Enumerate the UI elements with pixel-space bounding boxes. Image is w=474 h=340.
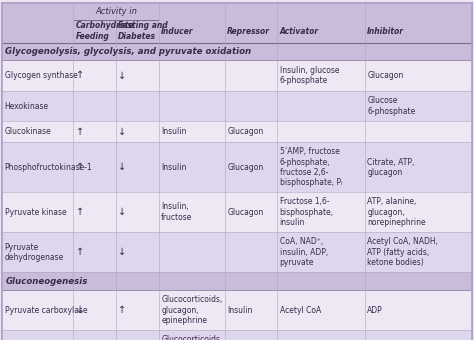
- Bar: [2, 142, 472, 192]
- Text: Glucokinase: Glucokinase: [5, 128, 52, 136]
- Text: Glucagon: Glucagon: [367, 71, 403, 80]
- Text: ↓: ↓: [118, 247, 127, 257]
- Text: ↑: ↑: [76, 127, 84, 137]
- Text: ADP: ADP: [367, 306, 383, 315]
- Text: ↓: ↓: [118, 207, 127, 217]
- Text: Acetyl CoA, NADH,
ATP (fatty acids,
ketone bodies): Acetyl CoA, NADH, ATP (fatty acids, keto…: [367, 237, 438, 267]
- Text: ↓: ↓: [118, 162, 127, 172]
- Text: Hexokinase: Hexokinase: [5, 102, 49, 110]
- Text: Inhibitor: Inhibitor: [367, 27, 404, 36]
- Text: Acetyl CoA: Acetyl CoA: [280, 306, 321, 315]
- Text: Pyruvate
dehydrogenase: Pyruvate dehydrogenase: [5, 242, 64, 262]
- Text: Activity in: Activity in: [95, 7, 137, 16]
- Text: Glycogenolysis, glycolysis, and pyruvate oxidation: Glycogenolysis, glycolysis, and pyruvate…: [5, 47, 251, 56]
- Bar: [2, 60, 472, 91]
- Text: ↑: ↑: [76, 207, 84, 217]
- Bar: [2, 290, 472, 330]
- Text: ATP, alanine,
glucagon,
norepinephrine: ATP, alanine, glucagon, norepinephrine: [367, 197, 426, 227]
- Text: Repressor: Repressor: [227, 27, 270, 36]
- Text: Phosphofructokinase-1: Phosphofructokinase-1: [5, 163, 92, 172]
- Bar: [2, 232, 472, 272]
- Text: ↓: ↓: [118, 70, 127, 81]
- Text: Glucagon: Glucagon: [228, 208, 264, 217]
- Text: Glucocorticoids,
glucagon,
epinephrine: Glucocorticoids, glucagon, epinephrine: [161, 335, 222, 340]
- Bar: [2, 121, 472, 142]
- Bar: [2, 192, 472, 232]
- Text: Glucocorticoids,
glucagon,
epinephrine: Glucocorticoids, glucagon, epinephrine: [161, 295, 222, 325]
- Text: Pyruvate carboxylase: Pyruvate carboxylase: [5, 306, 87, 315]
- Text: ↑: ↑: [118, 305, 127, 315]
- Text: Insulin: Insulin: [161, 163, 187, 172]
- Text: Glucose
6-phosphate: Glucose 6-phosphate: [367, 96, 416, 116]
- Text: 5’AMP, fructose
6-phosphate,
fructose 2,6-
bisphosphate, Pᵢ: 5’AMP, fructose 6-phosphate, fructose 2,…: [280, 147, 342, 187]
- Text: Glycogen synthase: Glycogen synthase: [5, 71, 78, 80]
- Text: Glucagon: Glucagon: [228, 128, 264, 136]
- Text: Fasting and
Diabetes: Fasting and Diabetes: [118, 21, 168, 41]
- Bar: [2, 3, 472, 42]
- Text: Activator: Activator: [279, 27, 319, 36]
- Bar: [2, 91, 472, 121]
- Text: Pyruvate kinase: Pyruvate kinase: [5, 208, 66, 217]
- Bar: [2, 272, 472, 290]
- Text: Fructose 1,6-
bisphosphate,
insulin: Fructose 1,6- bisphosphate, insulin: [280, 197, 334, 227]
- Text: CoA, NAD⁺,
insulin, ADP,
pyruvate: CoA, NAD⁺, insulin, ADP, pyruvate: [280, 237, 328, 267]
- Text: ↓: ↓: [76, 305, 84, 315]
- Text: ↑: ↑: [76, 247, 84, 257]
- Text: Gluconeogenesis: Gluconeogenesis: [5, 277, 88, 286]
- Text: Carbohydrate
Feeding: Carbohydrate Feeding: [75, 21, 134, 41]
- Text: ↑: ↑: [76, 162, 84, 172]
- Text: ↑: ↑: [76, 70, 84, 81]
- Text: Glucagon: Glucagon: [228, 163, 264, 172]
- Bar: [2, 42, 472, 60]
- Bar: [2, 330, 472, 340]
- Text: Insulin, glucose
6-phosphate: Insulin, glucose 6-phosphate: [280, 66, 339, 85]
- Text: Insulin: Insulin: [228, 306, 253, 315]
- Text: ↓: ↓: [118, 127, 127, 137]
- Text: Insulin,
fructose: Insulin, fructose: [161, 202, 192, 222]
- Text: Citrate, ATP,
glucagon: Citrate, ATP, glucagon: [367, 157, 415, 177]
- Text: Inducer: Inducer: [161, 27, 193, 36]
- Text: Insulin: Insulin: [161, 128, 187, 136]
